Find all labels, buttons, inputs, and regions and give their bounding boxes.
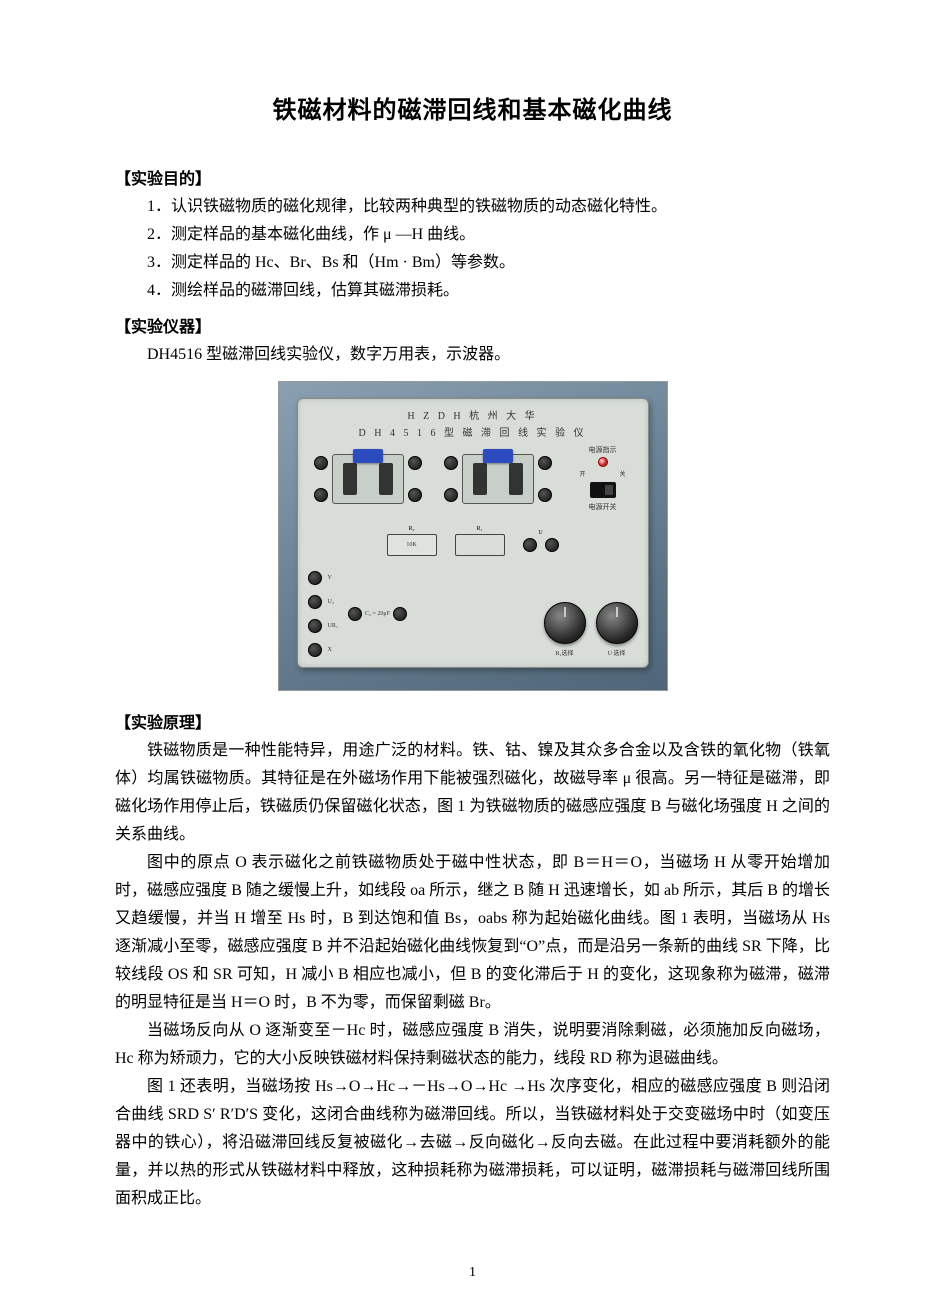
r2-label: R₂	[408, 526, 414, 532]
switch-on-label: 开	[580, 469, 586, 478]
transformer-1: N₂ N₁	[332, 454, 404, 504]
terminal-icon	[538, 488, 552, 502]
power-led-icon	[598, 457, 608, 467]
n1-label: N₁	[408, 461, 414, 467]
objective-item: 4．测绘样品的磁滞回线，估算其磁滞损耗。	[115, 277, 830, 305]
terminal-ur1-label: UR₁	[328, 623, 338, 629]
knob-u-group: U 选择	[596, 602, 638, 657]
knob-r1-group: R₁选择	[544, 602, 586, 657]
panel-lower: Y U₂ UR₁ X	[308, 571, 638, 657]
transformer-core-icon	[483, 449, 513, 463]
r1-label: R₁	[476, 526, 482, 532]
knob-icon	[596, 602, 638, 644]
transformer-core-icon	[353, 449, 383, 463]
page-number: 1	[0, 1265, 945, 1281]
instrument-heading: 【实验仪器】	[115, 313, 830, 337]
power-switch-icon	[590, 482, 616, 498]
page-title: 铁磁材料的磁滞回线和基本磁化曲线	[115, 90, 830, 125]
power-indicator-label: 电源指示	[574, 445, 632, 455]
knob-icon	[544, 602, 586, 644]
terminal-icon	[393, 607, 407, 621]
terminal-x-label: X	[328, 647, 332, 653]
knob-u-label: U 选择	[608, 648, 626, 657]
objective-item: 2．测定样品的基本磁化曲线，作 μ —H 曲线。	[115, 221, 830, 249]
knob-r1-label: R₁选择	[555, 648, 573, 657]
document-page: 铁磁材料的磁滞回线和基本磁化曲线 【实验目的】 1．认识铁磁物质的磁化规律，比较…	[0, 0, 945, 1311]
r1-box	[455, 534, 505, 556]
objective-heading: 【实验目的】	[115, 165, 830, 189]
terminal-icon	[545, 538, 559, 552]
resistor-row: R₂ 10K R₁ U	[308, 526, 638, 556]
objective-item: 1．认识铁磁物质的磁化规律，比较两种典型的铁磁物质的动态磁化特性。	[115, 193, 830, 221]
n2-label: N₂	[451, 461, 457, 467]
transformer-2: N₂ N₁	[462, 454, 534, 504]
n2-label: N₂	[321, 461, 327, 467]
r2-box: 10K	[387, 534, 437, 556]
instrument-case: H Z D H 杭 州 大 华 D H 4 5 1 6 型 磁 滞 回 线 实 …	[278, 381, 668, 691]
principle-paragraph: 图中的原点 O 表示磁化之前铁磁物质处于磁中性状态，即 B＝H＝O，当磁场 H …	[115, 849, 830, 1017]
principle-paragraph: 当磁场反向从 O 逐渐变至－Hc 时，磁感应强度 B 消失，说明要消除剩磁，必须…	[115, 1017, 830, 1073]
instrument-text: DH4516 型磁滞回线实验仪，数字万用表，示波器。	[115, 341, 830, 369]
c2-label: C₂ = 20μF	[365, 611, 390, 617]
switch-off-label: 关	[619, 469, 625, 478]
terminal-icon	[308, 595, 322, 609]
panel-brand: H Z D H 杭 州 大 华	[308, 407, 638, 422]
transformer-row: N₂ N₁	[308, 445, 638, 512]
terminal-icon	[308, 619, 322, 633]
principle-heading: 【实验原理】	[115, 709, 830, 733]
terminal-y-label: Y	[328, 575, 332, 581]
instrument-figure: H Z D H 杭 州 大 华 D H 4 5 1 6 型 磁 滞 回 线 实 …	[115, 381, 830, 691]
principle-paragraph: 图 1 还表明，当磁场按 Hs→O→Hc→－Hs→O→Hc →Hs 次序变化，相…	[115, 1073, 830, 1213]
terminal-icon	[308, 643, 322, 657]
terminal-icon	[408, 488, 422, 502]
u-label: U	[538, 530, 542, 536]
left-terminals: Y U₂ UR₁ X	[308, 571, 338, 657]
terminal-icon	[523, 538, 537, 552]
terminal-icon	[308, 571, 322, 585]
terminal-icon	[444, 488, 458, 502]
objective-item: 3．测定样品的 Hc、Br、Bs 和（Hm · Bm）等参数。	[115, 249, 830, 277]
principle-paragraph: 铁磁物质是一种性能特异，用途广泛的材料。铁、钴、镍及其众多合金以及含铁的氧化物（…	[115, 737, 830, 849]
terminal-u2-label: U₂	[328, 599, 334, 605]
panel-model: D H 4 5 1 6 型 磁 滞 回 线 实 验 仪	[308, 424, 638, 439]
power-switch-label: 电源开关	[574, 502, 632, 512]
instrument-panel: H Z D H 杭 州 大 华 D H 4 5 1 6 型 磁 滞 回 线 实 …	[297, 398, 649, 668]
terminal-icon	[348, 607, 362, 621]
capacitor-label: C₂ = 20μF	[348, 607, 407, 621]
n1-label: N₁	[538, 461, 544, 467]
power-block: 电源指示 开 关 电源开关	[574, 445, 632, 512]
terminal-icon	[314, 488, 328, 502]
